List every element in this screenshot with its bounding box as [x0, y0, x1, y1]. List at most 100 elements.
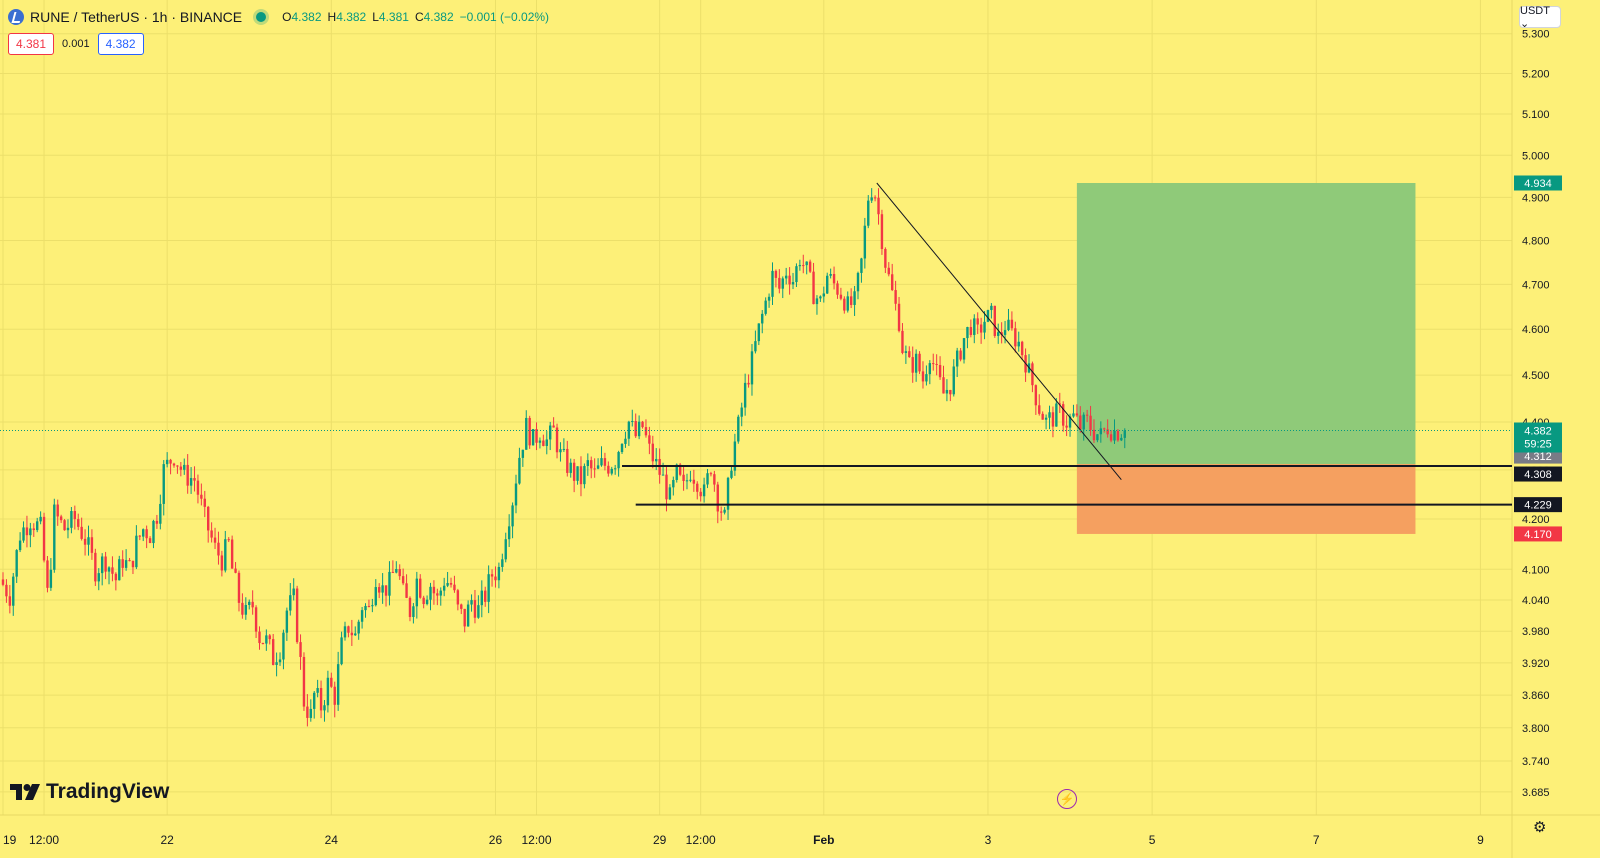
candle-body [36, 521, 39, 531]
candle-body [675, 464, 678, 480]
candle-body [343, 626, 347, 638]
candle-body [408, 597, 412, 617]
candle-body [490, 574, 494, 577]
candle-body [429, 586, 432, 600]
price-label-line-bg [1514, 466, 1562, 482]
candle-body [1092, 429, 1096, 441]
candle-body [217, 542, 220, 556]
candle-body [241, 602, 244, 615]
candle-body [538, 440, 542, 443]
tradingview-logo[interactable]: TradingView [10, 780, 169, 804]
candle-body [720, 511, 723, 513]
price-label-line: 4.308 [1514, 466, 1562, 482]
candle-body [891, 274, 894, 291]
candle-body [73, 511, 77, 520]
candle-body [904, 351, 908, 353]
candle-body [1089, 415, 1092, 430]
candle-body [463, 608, 466, 627]
candle-body [364, 605, 367, 611]
rune-logo-icon [8, 9, 24, 25]
candle-body [63, 520, 66, 531]
price-tick-label: 4.700 [1522, 279, 1550, 291]
time-axis[interactable]: 19 12:00 22 24 26 12:00 29 12:00 Feb 3 5 7 9 [3, 833, 1484, 847]
candle-body [8, 596, 12, 606]
candle-body [918, 353, 921, 372]
time-tick-label: 3 [985, 833, 992, 847]
candle-body [395, 569, 398, 573]
candle-body [1116, 430, 1120, 441]
candle-body [258, 631, 261, 644]
candle-body [189, 478, 193, 486]
buy-button[interactable]: 4.382 [97, 33, 144, 55]
candle-body [518, 457, 521, 484]
candle-body [186, 464, 189, 486]
candle-body [552, 425, 555, 428]
gear-icon[interactable]: ⚙ [1533, 819, 1547, 836]
candle-body [764, 300, 767, 314]
price-axis[interactable]: 3.685 3.740 3.800 3.860 3.920 3.980 4.040 4.100… [1514, 29, 1562, 799]
candle-body [446, 583, 449, 586]
candle-body [569, 462, 572, 473]
candle-body [25, 527, 29, 536]
candle-body [415, 578, 419, 607]
candle-body [1003, 330, 1007, 335]
time-tick-label: 9 [1477, 833, 1484, 847]
sell-button[interactable]: 4.381 [8, 33, 55, 55]
current-price-bg [1514, 422, 1562, 453]
time-tick-label: 12:00 [29, 833, 59, 847]
candle-body [1058, 403, 1061, 405]
candle-body [761, 313, 764, 324]
candle-body [1007, 319, 1010, 331]
candle-body [863, 225, 867, 259]
candle-body [791, 282, 795, 285]
candle-body [832, 274, 836, 284]
candle-body [925, 374, 928, 382]
candle-body [603, 458, 607, 466]
candle-body [135, 535, 138, 568]
candle-body [973, 318, 976, 335]
price-label-line: 4.229 [1514, 497, 1562, 513]
candle-body [784, 275, 788, 279]
price-tick-label: 4.200 [1522, 514, 1550, 526]
candle-body [128, 560, 131, 562]
candle-body [501, 559, 504, 567]
candle-body [196, 480, 200, 495]
candle-body [248, 601, 251, 605]
candle-body [494, 576, 497, 581]
close-value: 4.382 [423, 10, 454, 24]
candle-body [620, 443, 624, 453]
candle-body [942, 377, 945, 394]
candle-body [767, 296, 771, 301]
candle-body [624, 438, 627, 444]
candle-body [200, 494, 203, 499]
candle-body [692, 479, 696, 484]
candle-body [1041, 413, 1044, 420]
lightning-icon[interactable]: ⚡ [1057, 789, 1077, 809]
candle-body [631, 420, 634, 422]
candle-body [747, 382, 750, 385]
candle-body [299, 642, 302, 657]
candle-body [545, 439, 548, 446]
candle-body [723, 509, 726, 513]
candle-body [805, 261, 808, 266]
candle-body [32, 528, 35, 531]
candle-body [1106, 429, 1109, 435]
candle-body [193, 478, 196, 481]
candle-body [535, 429, 538, 443]
time-tick-label: 19 [3, 833, 17, 847]
candle-body [932, 363, 935, 365]
price-label-stop-text: 4.170 [1524, 529, 1552, 541]
candle-body [921, 371, 925, 382]
candle-body [302, 656, 306, 707]
candle-body [634, 420, 637, 437]
symbol-title[interactable]: RUNE / TetherUS · 1h · BINANCE [30, 9, 243, 25]
candle-body [627, 421, 631, 439]
currency-selector[interactable]: USDT ⌄ [1519, 5, 1561, 30]
candle-body [846, 296, 849, 311]
candle-body [268, 635, 271, 640]
candle-body [542, 440, 545, 446]
candle-body [1120, 437, 1123, 441]
candle-body [952, 366, 955, 395]
long-position-tool[interactable] [1076, 183, 1416, 534]
